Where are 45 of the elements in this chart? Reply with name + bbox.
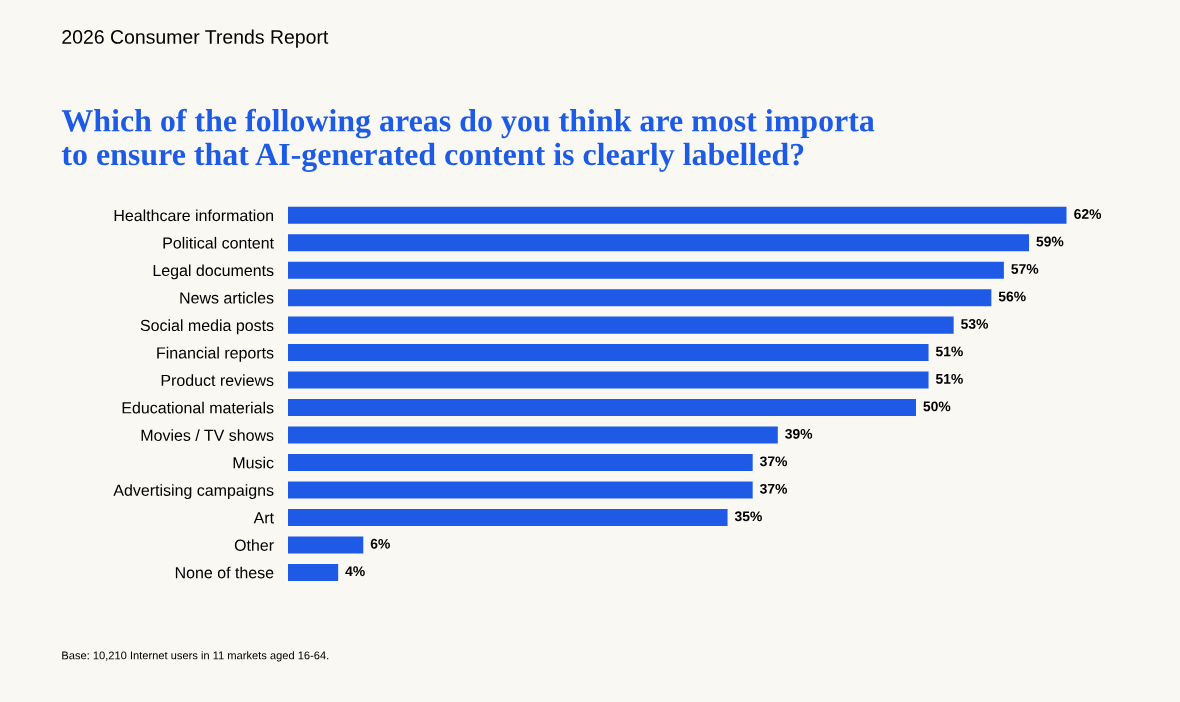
- bar: [287, 399, 916, 417]
- data-label: 51%: [935, 346, 963, 357]
- data-label: 39%: [785, 428, 813, 439]
- data-label: 37%: [759, 483, 788, 494]
- bar: [287, 536, 364, 554]
- data-label: 6%: [370, 538, 390, 549]
- chart-title: Which of the following areas do you think are most importa to ensure that AI-generated content is clearly labelled?: [61, 108, 875, 172]
- data-label: 37%: [759, 456, 788, 467]
- bar: [287, 371, 929, 389]
- y-tick-label: News articles: [180, 291, 274, 304]
- y-tick-label: Political content: [163, 236, 274, 249]
- y-tick-label: Healthcare information: [114, 209, 274, 222]
- y-tick-label: Movies / TV shows: [141, 429, 274, 441]
- data-label: 59%: [1036, 236, 1064, 247]
- y-tick-label: Advertising campaigns: [113, 484, 274, 500]
- bar: [287, 289, 992, 307]
- text: 2026 Consumer Trends Report: [62, 29, 329, 48]
- data-label: 56%: [998, 291, 1026, 302]
- bar: [287, 481, 753, 499]
- bar: [287, 563, 339, 581]
- bar: [287, 508, 728, 526]
- bar: [287, 426, 778, 444]
- bar: [287, 261, 1004, 279]
- data-label: 57%: [1011, 264, 1039, 274]
- y-tick-label: Art: [253, 512, 274, 524]
- y-tick-label: Financial reports: [157, 346, 274, 362]
- data-label: 4%: [345, 566, 365, 577]
- y-tick-label: None of these: [175, 566, 274, 579]
- data-label: 50%: [923, 401, 951, 412]
- data-label: 62%: [1074, 209, 1102, 219]
- bar: [287, 344, 929, 362]
- y-tick-label: Other: [234, 539, 274, 551]
- bar: [287, 234, 1030, 252]
- bar: [287, 206, 1067, 224]
- y-tick-label: Legal documents: [153, 264, 274, 280]
- text: Base: 10,210 Internet users in 11 markets aged 16-64.: [62, 651, 329, 662]
- data-label: 35%: [734, 511, 762, 522]
- y-tick-label: Music: [233, 456, 274, 469]
- y-tick-label: Product reviews: [161, 374, 274, 387]
- data-label: 51%: [935, 374, 963, 384]
- bar: [287, 316, 954, 334]
- data-label: 53%: [961, 319, 989, 329]
- bar: [287, 454, 753, 472]
- y-tick-label: Social media posts: [140, 319, 274, 335]
- y-tick-label: Educational materials: [122, 401, 274, 414]
